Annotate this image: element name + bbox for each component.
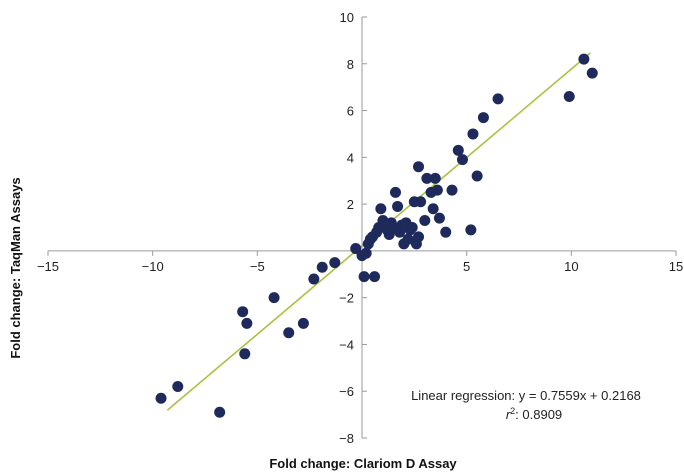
y-tick-label: 6 — [347, 104, 354, 119]
data-point — [413, 161, 425, 173]
r-symbol: r — [506, 407, 511, 422]
data-point — [329, 257, 341, 269]
data-point — [492, 93, 504, 105]
data-point — [419, 214, 431, 226]
x-tick-label: 10 — [564, 259, 578, 274]
regression-equation: Linear regression: y = 0.7559x + 0.2168 — [411, 388, 641, 403]
data-point — [578, 53, 590, 65]
data-point — [237, 306, 249, 318]
y-tick-label: −4 — [339, 337, 354, 352]
data-point — [406, 222, 418, 233]
y-tick-label: 4 — [347, 150, 354, 165]
data-point — [413, 231, 425, 243]
data-point — [465, 224, 477, 236]
data-point — [402, 233, 414, 245]
y-tick-label: 10 — [340, 10, 354, 25]
data-point — [375, 203, 387, 215]
y-axis-title: Fold change: TaqMan Assays — [8, 177, 23, 358]
r-squared-superscript: 2 — [510, 406, 515, 416]
data-point — [316, 261, 328, 273]
data-point — [358, 271, 370, 283]
y-tick-label: 2 — [347, 197, 354, 212]
x-tick-label: −15 — [37, 259, 59, 274]
x-tick-label: −10 — [142, 259, 164, 274]
data-point — [586, 67, 598, 79]
data-point — [429, 172, 441, 184]
data-point — [467, 128, 479, 140]
data-point — [239, 348, 251, 360]
x-tick-label: 5 — [463, 259, 470, 274]
data-point — [427, 203, 439, 215]
data-point — [471, 170, 483, 182]
data-point — [446, 184, 458, 196]
data-point — [563, 91, 575, 103]
y-tick-label: −8 — [339, 431, 354, 446]
data-point — [172, 381, 184, 393]
data-point — [369, 271, 381, 283]
y-tick-label: −6 — [339, 384, 354, 399]
data-point — [308, 273, 320, 285]
data-point — [155, 392, 167, 404]
data-point — [452, 144, 464, 156]
data-point — [350, 243, 362, 255]
data-point — [456, 154, 468, 166]
x-tick-label: 15 — [669, 259, 683, 274]
data-point — [360, 247, 372, 259]
data-point — [241, 317, 253, 329]
data-point — [283, 327, 295, 339]
data-point — [415, 196, 427, 208]
y-tick-label: −2 — [339, 291, 354, 306]
data-point — [477, 112, 489, 124]
x-axis-title: Fold change: Clariom D Assay — [269, 456, 457, 471]
data-point — [433, 212, 445, 224]
data-point — [392, 200, 404, 212]
data-point — [268, 292, 280, 304]
data-point — [297, 317, 309, 329]
data-point — [431, 184, 443, 196]
data-point — [389, 186, 401, 198]
y-tick-label: 8 — [347, 57, 354, 72]
data-point — [440, 226, 452, 238]
x-tick-label: −5 — [250, 259, 265, 274]
data-point — [214, 406, 226, 418]
r-squared-label: r2: 0.8909 — [506, 406, 562, 422]
r-squared-value: : 0.8909 — [515, 407, 562, 422]
data-point — [421, 172, 433, 184]
